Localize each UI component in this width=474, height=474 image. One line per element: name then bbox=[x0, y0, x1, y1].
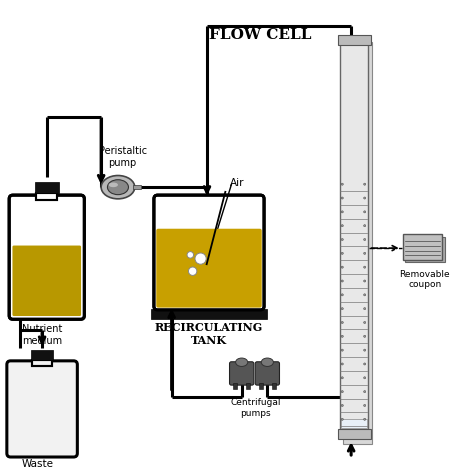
Ellipse shape bbox=[101, 175, 135, 199]
Circle shape bbox=[341, 418, 343, 420]
Bar bbox=[32, 360, 52, 365]
Circle shape bbox=[341, 404, 343, 407]
Circle shape bbox=[364, 183, 366, 185]
Circle shape bbox=[341, 266, 343, 268]
Text: Centrifugal
pumps: Centrifugal pumps bbox=[230, 398, 281, 418]
Ellipse shape bbox=[109, 182, 118, 187]
Circle shape bbox=[341, 211, 343, 213]
Bar bbox=[259, 383, 263, 389]
Circle shape bbox=[341, 183, 343, 185]
Circle shape bbox=[364, 294, 366, 296]
FancyBboxPatch shape bbox=[229, 362, 254, 385]
Bar bbox=[233, 383, 237, 389]
Bar bbox=[36, 193, 57, 200]
Circle shape bbox=[364, 391, 366, 392]
Circle shape bbox=[341, 363, 343, 365]
Circle shape bbox=[364, 404, 366, 407]
Circle shape bbox=[341, 294, 343, 296]
Bar bbox=[31, 349, 53, 360]
Bar bbox=[151, 309, 267, 319]
Ellipse shape bbox=[236, 358, 248, 366]
Circle shape bbox=[364, 321, 366, 324]
Circle shape bbox=[341, 349, 343, 351]
Circle shape bbox=[341, 197, 343, 199]
Bar bbox=[405, 237, 445, 262]
Circle shape bbox=[364, 335, 366, 337]
Circle shape bbox=[341, 321, 343, 324]
FancyBboxPatch shape bbox=[156, 229, 262, 308]
Circle shape bbox=[364, 252, 366, 255]
Bar bbox=[340, 43, 368, 437]
Circle shape bbox=[364, 238, 366, 240]
Text: Air: Air bbox=[230, 178, 245, 188]
Bar bbox=[272, 383, 276, 389]
Circle shape bbox=[341, 391, 343, 392]
Circle shape bbox=[364, 280, 366, 282]
Circle shape bbox=[364, 377, 366, 379]
Circle shape bbox=[195, 253, 206, 264]
Bar bbox=[133, 185, 141, 189]
Circle shape bbox=[364, 266, 366, 268]
Circle shape bbox=[341, 335, 343, 337]
Ellipse shape bbox=[261, 358, 273, 366]
Circle shape bbox=[364, 363, 366, 365]
Bar bbox=[344, 43, 373, 444]
Bar bbox=[338, 429, 372, 439]
Text: Nutrient
medium: Nutrient medium bbox=[22, 324, 62, 346]
Text: RECIRCULATING
TANK: RECIRCULATING TANK bbox=[155, 322, 263, 346]
Circle shape bbox=[341, 377, 343, 379]
Circle shape bbox=[341, 238, 343, 240]
Text: Waste: Waste bbox=[21, 459, 54, 469]
Text: Removable
coupon: Removable coupon bbox=[400, 270, 450, 289]
Circle shape bbox=[364, 225, 366, 227]
FancyBboxPatch shape bbox=[255, 362, 280, 385]
Circle shape bbox=[364, 308, 366, 310]
Bar bbox=[246, 383, 250, 389]
Circle shape bbox=[364, 418, 366, 420]
Bar bbox=[338, 35, 372, 45]
Bar bbox=[403, 234, 442, 260]
FancyBboxPatch shape bbox=[9, 195, 84, 319]
Bar bbox=[341, 419, 367, 428]
Text: Peristaltic
pump: Peristaltic pump bbox=[99, 146, 146, 168]
Text: FLOW CELL: FLOW CELL bbox=[209, 28, 311, 43]
Circle shape bbox=[341, 252, 343, 255]
Circle shape bbox=[364, 349, 366, 351]
Circle shape bbox=[341, 280, 343, 282]
FancyBboxPatch shape bbox=[154, 195, 264, 310]
FancyBboxPatch shape bbox=[7, 361, 77, 457]
Circle shape bbox=[187, 252, 193, 258]
Circle shape bbox=[364, 211, 366, 213]
FancyBboxPatch shape bbox=[12, 246, 81, 316]
Circle shape bbox=[364, 197, 366, 199]
Circle shape bbox=[189, 267, 197, 275]
Bar bbox=[35, 182, 59, 193]
Circle shape bbox=[341, 225, 343, 227]
Circle shape bbox=[341, 308, 343, 310]
Ellipse shape bbox=[108, 180, 128, 195]
